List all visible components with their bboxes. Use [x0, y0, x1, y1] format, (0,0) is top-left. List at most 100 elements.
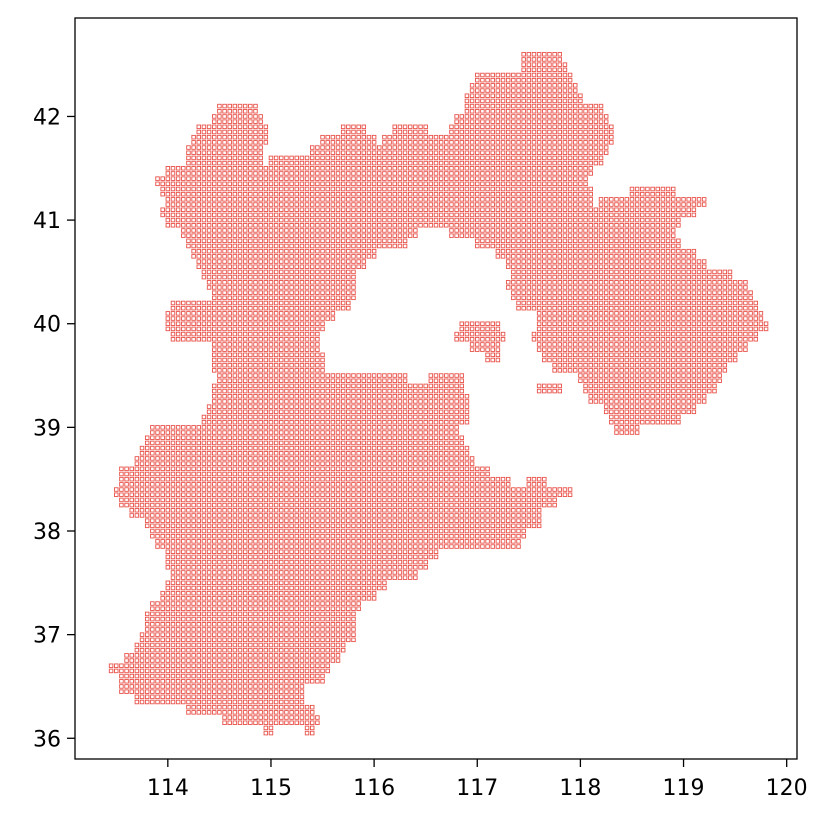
- grid-cell: [531, 83, 537, 88]
- grid-cell: [217, 368, 222, 373]
- grid-cell: [732, 352, 738, 358]
- grid-cell: [284, 264, 289, 269]
- grid-cell: [480, 134, 485, 140]
- grid-cell: [310, 186, 315, 192]
- grid-cell: [340, 305, 346, 311]
- grid-cell: [640, 326, 645, 332]
- grid-cell: [212, 176, 217, 181]
- grid-cell: [547, 259, 552, 264]
- grid-cell: [686, 321, 691, 326]
- grid-cell: [511, 285, 516, 290]
- grid-cell: [356, 191, 361, 197]
- grid-cell: [222, 321, 227, 326]
- grid-cell: [237, 233, 243, 238]
- grid-cell: [294, 425, 299, 430]
- grid-cell: [547, 77, 552, 83]
- grid-cell: [526, 62, 532, 67]
- grid-cell: [273, 243, 279, 249]
- grid-cell: [485, 88, 490, 93]
- grid-cell: [655, 321, 660, 326]
- grid-cell: [232, 233, 238, 238]
- grid-cell: [175, 186, 181, 192]
- grid-cell: [660, 404, 666, 409]
- grid-cell: [480, 103, 485, 109]
- grid-cell: [567, 368, 573, 373]
- grid-cell: [629, 347, 635, 352]
- grid-cell: [475, 217, 480, 223]
- grid-cell: [722, 347, 728, 352]
- grid-cell: [567, 254, 573, 259]
- grid-cell: [289, 217, 294, 223]
- grid-cell: [284, 430, 289, 435]
- grid-cell: [526, 207, 532, 212]
- grid-cell: [650, 404, 655, 409]
- grid-cell: [392, 233, 397, 238]
- grid-cell: [614, 254, 619, 259]
- grid-cell: [526, 300, 532, 306]
- grid-cell: [593, 388, 599, 394]
- grid-cell: [407, 419, 413, 425]
- grid-cell: [707, 285, 712, 290]
- grid-cell: [454, 399, 459, 404]
- grid-cell: [397, 140, 403, 145]
- grid-cell: [366, 217, 372, 223]
- grid-cell: [516, 264, 521, 269]
- grid-cell: [397, 409, 403, 415]
- grid-cell: [475, 243, 480, 249]
- grid-cell: [284, 425, 289, 430]
- grid-cell: [686, 316, 691, 321]
- grid-cell: [227, 352, 232, 358]
- grid-cell: [552, 362, 557, 368]
- grid-cell: [268, 248, 274, 254]
- grid-cell: [691, 373, 697, 378]
- grid-cell: [382, 430, 387, 435]
- grid-cell: [526, 181, 532, 187]
- grid-cell: [485, 228, 490, 233]
- grid-cell: [181, 316, 186, 321]
- grid-cell: [175, 326, 181, 332]
- grid-cell: [242, 228, 248, 233]
- grid-cell: [258, 134, 263, 140]
- grid-cell: [284, 228, 289, 233]
- grid-cell: [511, 109, 516, 114]
- grid-cell: [273, 186, 279, 192]
- grid-cell: [655, 223, 660, 228]
- grid-cell: [609, 264, 614, 269]
- grid-cell: [495, 160, 501, 166]
- grid-cell: [475, 233, 480, 238]
- grid-cell: [578, 140, 583, 145]
- grid-cell: [387, 160, 392, 166]
- grid-cell: [634, 425, 640, 430]
- grid-cell: [371, 243, 377, 249]
- grid-cell: [263, 269, 269, 275]
- grid-cell: [701, 394, 707, 399]
- grid-cell: [284, 207, 289, 212]
- grid-cell: [578, 269, 583, 275]
- grid-cell: [526, 217, 532, 223]
- grid-cell: [624, 311, 630, 316]
- grid-cell: [671, 295, 676, 301]
- grid-cell: [619, 394, 624, 399]
- grid-cell: [253, 186, 258, 192]
- grid-cell: [531, 217, 537, 223]
- grid-cell: [402, 166, 408, 171]
- grid-cell: [310, 362, 315, 368]
- grid-cell: [490, 77, 495, 83]
- grid-cell: [242, 145, 248, 150]
- grid-cell: [526, 176, 532, 181]
- grid-cell: [598, 248, 604, 254]
- grid-cell: [289, 326, 294, 332]
- grid-cell: [671, 269, 676, 275]
- grid-cell: [444, 425, 449, 430]
- grid-cell: [562, 119, 568, 124]
- grid-cell: [407, 414, 413, 420]
- grid-cell: [542, 119, 547, 124]
- grid-cell: [268, 243, 274, 249]
- grid-cell: [495, 357, 501, 363]
- grid-cell: [732, 331, 738, 337]
- grid-cell: [263, 191, 269, 197]
- grid-cell: [547, 171, 552, 176]
- grid-cell: [614, 337, 619, 342]
- grid-cell: [418, 425, 423, 430]
- grid-cell: [191, 166, 196, 171]
